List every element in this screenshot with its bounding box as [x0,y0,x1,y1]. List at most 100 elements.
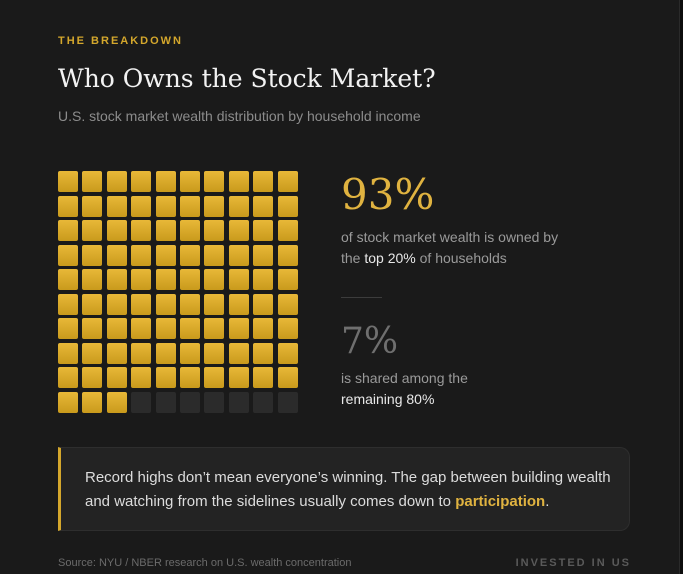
waffle-cell-filled [82,342,103,364]
waffle-cell-filled [253,342,274,364]
waffle-cell-empty [253,391,274,413]
waffle-cell-filled [106,318,127,339]
waffle-cell-filled [228,195,249,217]
waffle-cell-filled [82,318,103,339]
waffle-cell-empty [228,391,249,413]
waffle-cell-filled [204,269,225,290]
waffle-cell-filled [253,244,274,266]
waffle-cell-empty [204,391,225,413]
waffle-cell-filled [58,342,78,364]
waffle-cell-filled [131,367,152,388]
waffle-cell-filled [253,293,274,315]
waffle-cell-filled [131,244,152,266]
waffle-cell-filled [228,171,249,192]
waffle-cell-filled [58,244,78,266]
waffle-cell-filled [82,269,103,290]
callout-text-before: Record highs don’t mean everyone’s winni… [85,469,611,510]
waffle-cell-filled [253,171,274,192]
stat-divider [341,297,382,298]
stat-top-text-after: of households [415,250,507,266]
waffle-cell-filled [180,244,200,266]
waffle-cell-filled [228,342,249,364]
waffle-cell-filled [204,244,225,266]
waffle-cell-filled [277,342,298,364]
waffle-cell-filled [253,269,274,290]
waffle-cell-filled [155,342,176,364]
waffle-cell-filled [131,269,152,290]
waffle-cell-filled [155,195,176,217]
waffle-cell-filled [277,244,298,266]
waffle-cell-filled [204,220,225,241]
waffle-cell-filled [58,367,78,388]
waffle-cell-filled [131,293,152,315]
waffle-cell-filled [82,367,103,388]
waffle-cell-filled [131,195,152,217]
waffle-cell-filled [106,293,127,315]
stat-top-value: 93% [341,170,435,219]
waffle-cell-filled [204,293,225,315]
waffle-cell-filled [180,195,200,217]
waffle-cell-filled [131,342,152,364]
page-subtitle: U.S. stock market wealth distribution by… [58,108,421,124]
waffle-cell-filled [155,171,176,192]
waffle-cell-filled [228,269,249,290]
waffle-cell-filled [204,367,225,388]
brand-label: INVESTED IN US [515,557,631,569]
waffle-cell-filled [106,391,127,413]
waffle-cell-filled [82,293,103,315]
waffle-cell-filled [82,171,103,192]
waffle-cell-filled [228,293,249,315]
stat-rest-text-before: is shared among the [341,370,468,386]
waffle-cell-filled [155,220,176,241]
waffle-cell-filled [277,171,298,192]
waffle-cell-filled [277,318,298,339]
waffle-cell-filled [131,220,152,241]
waffle-cell-filled [277,220,298,241]
waffle-cell-filled [180,171,200,192]
waffle-cell-filled [180,220,200,241]
callout-accent-word: participation [455,493,546,510]
waffle-cell-filled [82,244,103,266]
waffle-cell-filled [180,367,200,388]
page-title: Who Owns the Stock Market? [58,64,436,93]
waffle-cell-filled [253,318,274,339]
callout-text-after: . [545,493,550,510]
waffle-cell-filled [228,318,249,339]
waffle-cell-empty [180,391,200,413]
waffle-cell-filled [131,318,152,339]
waffle-cell-filled [58,195,78,217]
waffle-cell-filled [228,244,249,266]
waffle-cell-filled [155,269,176,290]
waffle-cell-filled [58,318,78,339]
waffle-cell-filled [106,220,127,241]
waffle-cell-empty [155,391,176,413]
waffle-cell-filled [58,220,78,241]
stat-rest-highlight: remaining 80% [341,391,435,407]
waffle-cell-filled [58,269,78,290]
waffle-cell-filled [204,318,225,339]
callout-box: Record highs don’t mean everyone’s winni… [58,447,630,531]
waffle-cell-filled [204,195,225,217]
eyebrow-label: THE BREAKDOWN [58,35,183,47]
waffle-cell-filled [82,391,103,413]
stat-rest-value: 7% [341,321,399,362]
waffle-cell-filled [228,220,249,241]
waffle-cell-filled [253,367,274,388]
waffle-cell-filled [228,367,249,388]
stat-top-description: of stock market wealth is owned by the t… [341,227,581,269]
stat-top-highlight: top 20% [364,250,416,266]
waffle-cell-filled [58,391,78,413]
waffle-cell-filled [180,342,200,364]
stat-top-text-before: of stock market wealth is owned by the [341,229,559,266]
waffle-cell-filled [155,367,176,388]
waffle-cell-filled [58,293,78,315]
waffle-cell-filled [106,367,127,388]
waffle-cell-filled [204,171,225,192]
waffle-cell-filled [106,171,127,192]
waffle-cell-filled [277,293,298,315]
waffle-cell-filled [253,195,274,217]
waffle-cell-filled [204,342,225,364]
waffle-cell-filled [155,293,176,315]
waffle-cell-empty [277,391,298,413]
